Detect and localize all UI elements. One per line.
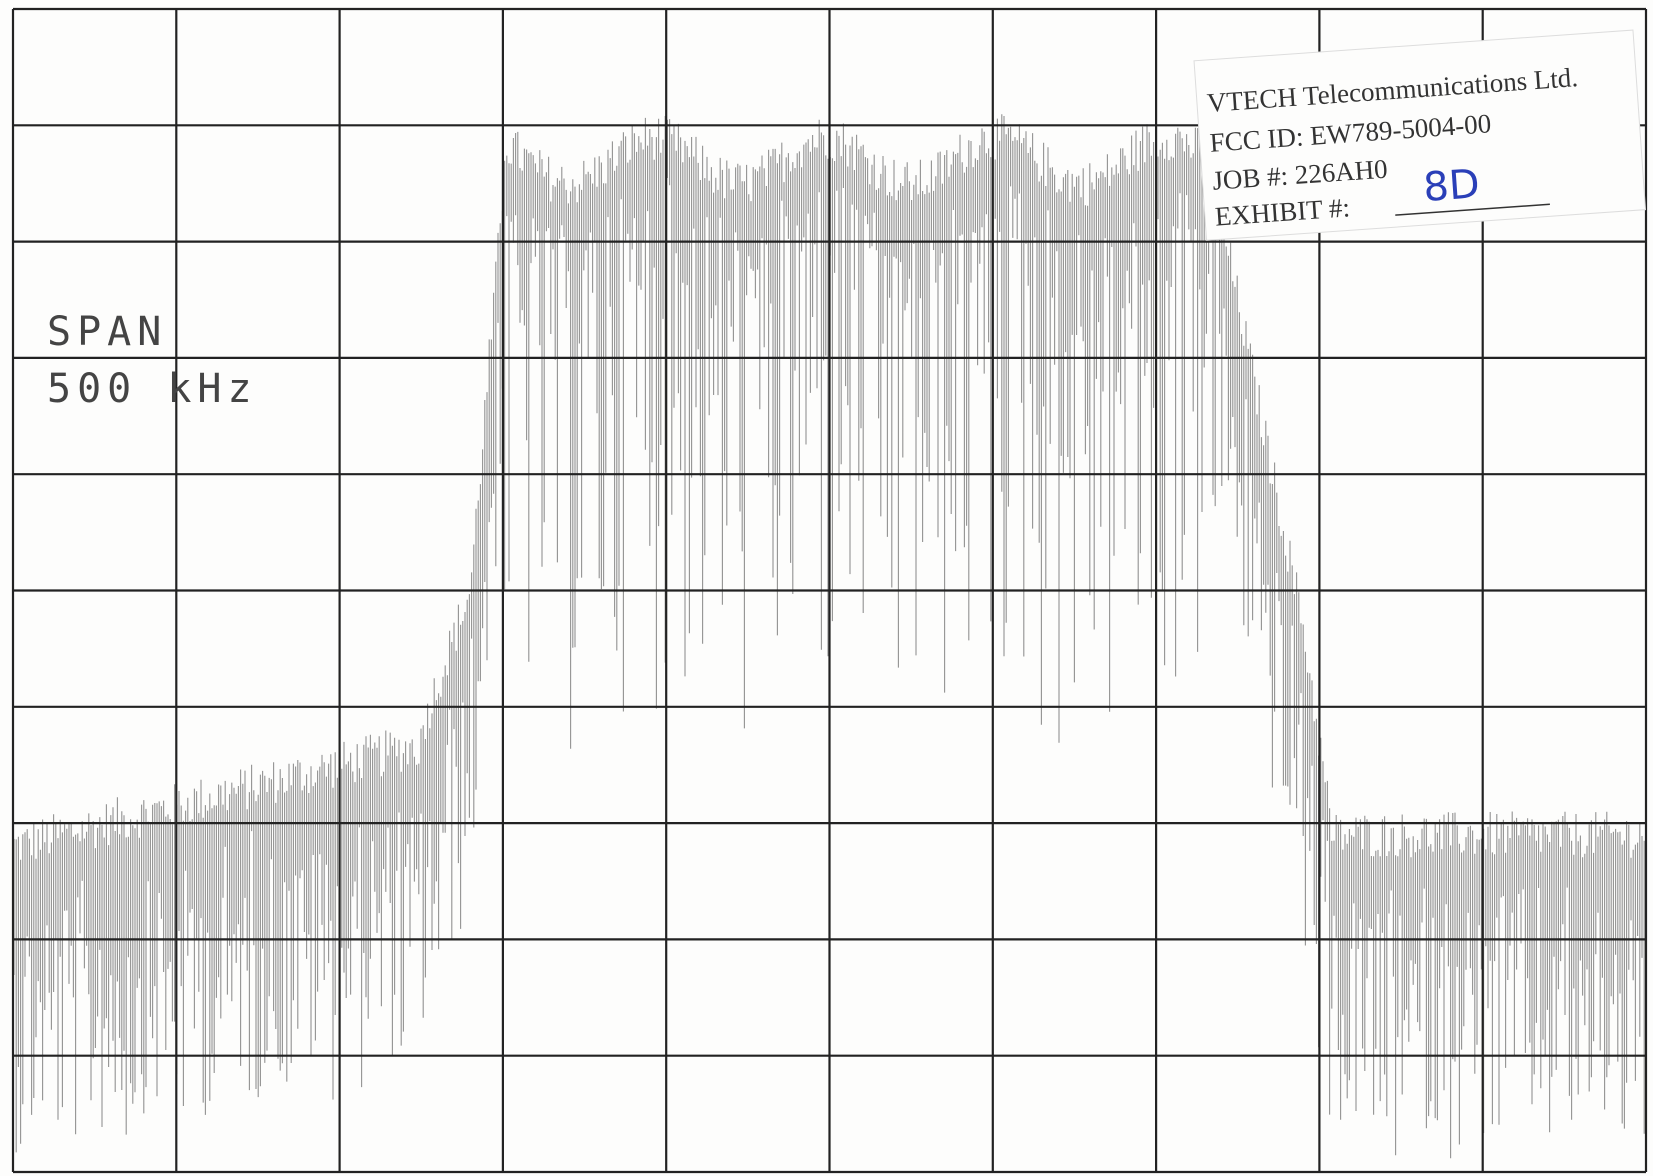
span-label: SPAN [47,309,167,355]
span-value: 500 kHz [47,366,258,412]
exhibit-underline [1395,203,1550,216]
exhibit-value: 8D [1422,161,1481,211]
stamp-box [1193,29,1647,241]
graticule [11,7,1648,1174]
stamp: VTECH Telecommunications Ltd. FCC ID: EW… [1193,29,1647,241]
